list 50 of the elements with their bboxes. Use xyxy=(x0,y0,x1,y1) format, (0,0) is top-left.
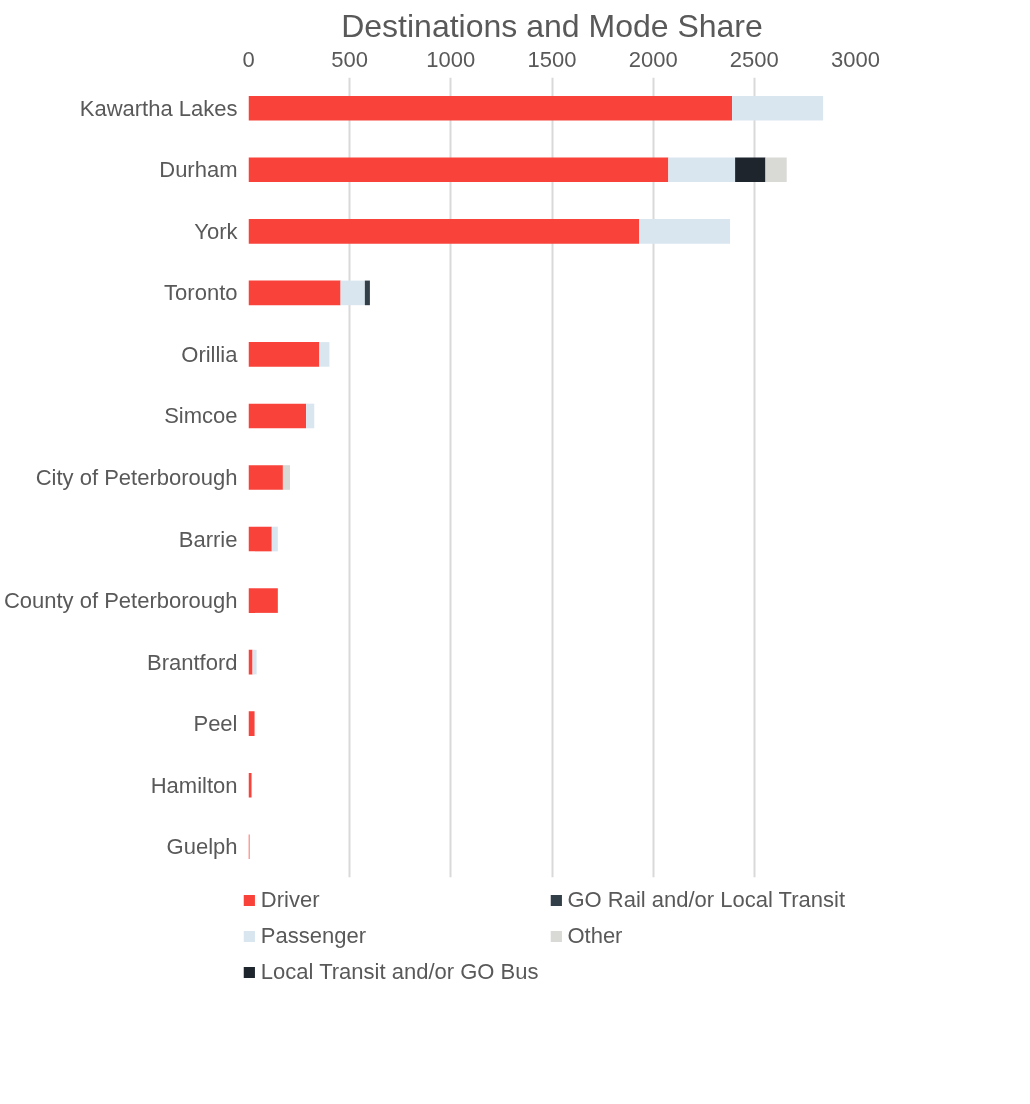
x-tick-label: 1000 xyxy=(426,46,476,72)
y-tick-label: Simcoe xyxy=(164,403,238,429)
y-tick-label: City of Peterborough xyxy=(35,465,238,490)
bar xyxy=(248,588,278,613)
bar xyxy=(306,403,315,429)
bar xyxy=(248,649,253,675)
y-tick-label: Guelph xyxy=(166,834,238,860)
chart-title: Destinations and Mode Share xyxy=(341,7,763,44)
y-tick-label: Durham xyxy=(159,157,238,183)
y-tick-label: Peel xyxy=(193,711,238,737)
bar xyxy=(735,157,766,183)
bar xyxy=(271,526,278,552)
x-tick-label: 0 xyxy=(242,46,255,72)
bar xyxy=(732,95,824,121)
bar xyxy=(248,526,272,552)
bar xyxy=(765,157,787,183)
x-tick-label: 3000 xyxy=(831,46,880,72)
y-tick-label: Kawartha Lakes xyxy=(79,95,238,121)
bar xyxy=(248,772,252,798)
y-tick-label: County of Peterborough xyxy=(3,588,238,614)
legend-label: Driver xyxy=(260,887,320,913)
bar xyxy=(248,711,255,736)
bar xyxy=(252,649,257,675)
bar xyxy=(248,95,733,121)
legend-label: Passenger xyxy=(260,923,367,949)
y-tick-label: York xyxy=(194,218,239,244)
y-tick-label: Toronto xyxy=(164,280,238,306)
y-tick-label: Orillia xyxy=(181,341,239,367)
x-tick-label: 2500 xyxy=(729,46,779,72)
x-tick-label: 1500 xyxy=(527,46,577,72)
bar xyxy=(248,280,341,306)
legend-label: GO Rail and/or Local Transit xyxy=(567,887,845,913)
bar xyxy=(282,465,290,490)
bar xyxy=(248,403,307,429)
legend-label: Other xyxy=(567,923,623,949)
x-tick-label: 500 xyxy=(331,46,369,72)
bar xyxy=(340,280,365,306)
bar xyxy=(639,219,731,244)
y-tick-label: Brantford xyxy=(147,649,238,675)
y-tick-label: Barrie xyxy=(178,526,238,552)
bar xyxy=(364,280,370,306)
x-tick-label: 2000 xyxy=(628,46,678,72)
bar xyxy=(668,157,736,183)
legend-label: Local Transit and/or GO Bus xyxy=(260,959,539,985)
bar xyxy=(248,219,639,244)
bar xyxy=(248,342,320,367)
bar xyxy=(319,342,330,367)
y-tick-label: Hamilton xyxy=(150,772,238,798)
bar xyxy=(248,157,669,183)
bar xyxy=(248,465,283,490)
